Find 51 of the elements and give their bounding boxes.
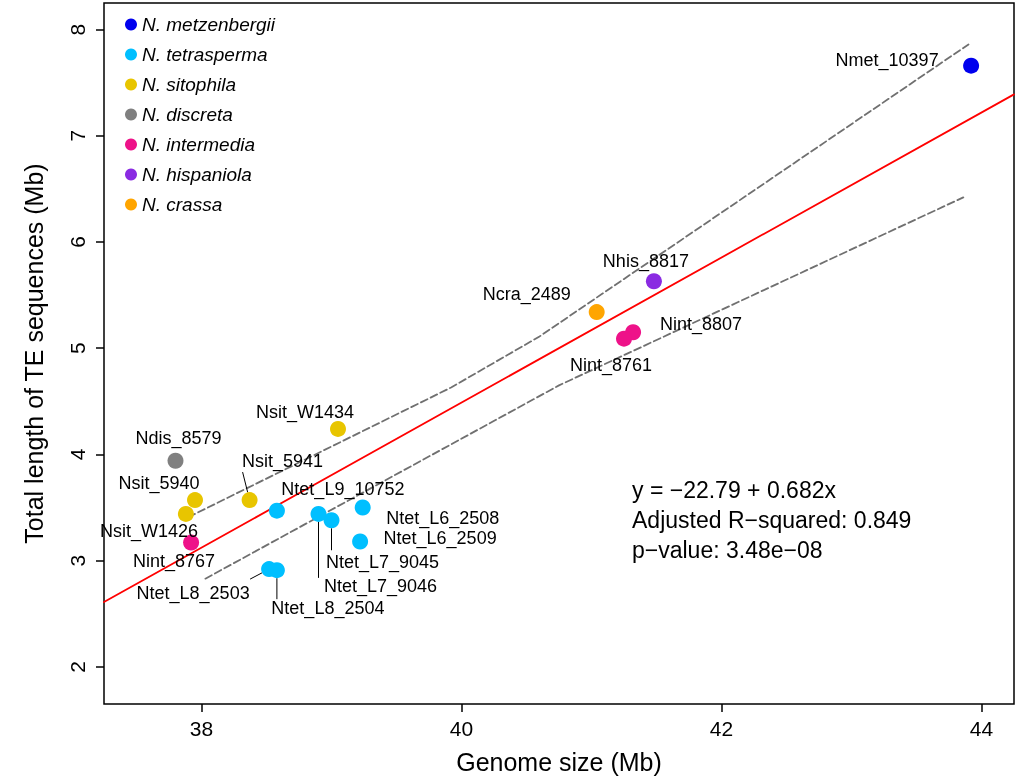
x-tick-label: 42 xyxy=(709,717,734,740)
annotation: Ntet_L7_9045 xyxy=(325,552,440,574)
point xyxy=(323,512,340,529)
point xyxy=(310,505,327,522)
x-tick-label: 38 xyxy=(189,717,214,740)
point xyxy=(616,330,632,347)
annotation: Ncra_2489 xyxy=(482,284,571,306)
legend-label: N. intermedia xyxy=(142,134,255,155)
annotation: Nhis_8817 xyxy=(602,251,689,273)
x-axis-title: Genome size (Mb) xyxy=(456,747,662,776)
y-tick-label: 6 xyxy=(66,236,89,248)
point xyxy=(177,505,194,522)
legend-label: N. crassa xyxy=(142,194,223,215)
annotation: Nmet_10397 xyxy=(835,49,939,71)
point xyxy=(241,492,258,509)
annotation: Nsit_W1434 xyxy=(255,401,355,423)
annotation: y = −22.79 + 0.682x xyxy=(632,476,837,503)
annotation: Ntet_L8_2503 xyxy=(136,583,250,605)
annotation: p−value: 3.48e−08 xyxy=(632,536,823,563)
point xyxy=(268,502,285,519)
point xyxy=(167,452,184,469)
point xyxy=(645,273,662,290)
annotation: Ntet_L6_2508 xyxy=(386,507,500,529)
annotation: Nsit_5941 xyxy=(242,451,324,473)
y-tick-label: 2 xyxy=(66,660,89,673)
annotation: Nsit_5940 xyxy=(118,473,200,495)
y-tick-label: 8 xyxy=(66,23,89,36)
annotation: Adjusted R−squared: 0.849 xyxy=(632,506,912,533)
legend-label: N. metzenbergii xyxy=(142,14,276,35)
y-axis-title: Total length of TE sequences (Mb) xyxy=(19,163,48,544)
point xyxy=(352,533,369,550)
x-tick-label: 40 xyxy=(449,717,474,740)
legend-label: N. discreta xyxy=(142,104,233,125)
point xyxy=(588,304,605,321)
annotation: Ndis_8579 xyxy=(135,427,222,449)
legend-label: N. hispaniola xyxy=(142,164,252,185)
annotation: Ntet_L8_2504 xyxy=(271,598,385,620)
legend-label: N. tetrasperma xyxy=(142,44,268,65)
y-tick-label: 3 xyxy=(66,554,89,567)
y-tick-label: 7 xyxy=(66,129,89,142)
annotation: Nint_8761 xyxy=(569,354,653,376)
legend-label: N. sitophila xyxy=(142,74,236,95)
y-tick-label: 5 xyxy=(66,342,89,355)
point xyxy=(187,492,203,509)
annotation: Nint_8807 xyxy=(660,314,743,336)
point xyxy=(354,499,371,516)
y-tick-label: 4 xyxy=(66,448,89,461)
annotation: Ntet_L7_9046 xyxy=(323,575,438,597)
annotation: Ntet_L6_2509 xyxy=(383,528,497,550)
point xyxy=(963,57,980,74)
x-tick-label: 44 xyxy=(969,717,994,740)
